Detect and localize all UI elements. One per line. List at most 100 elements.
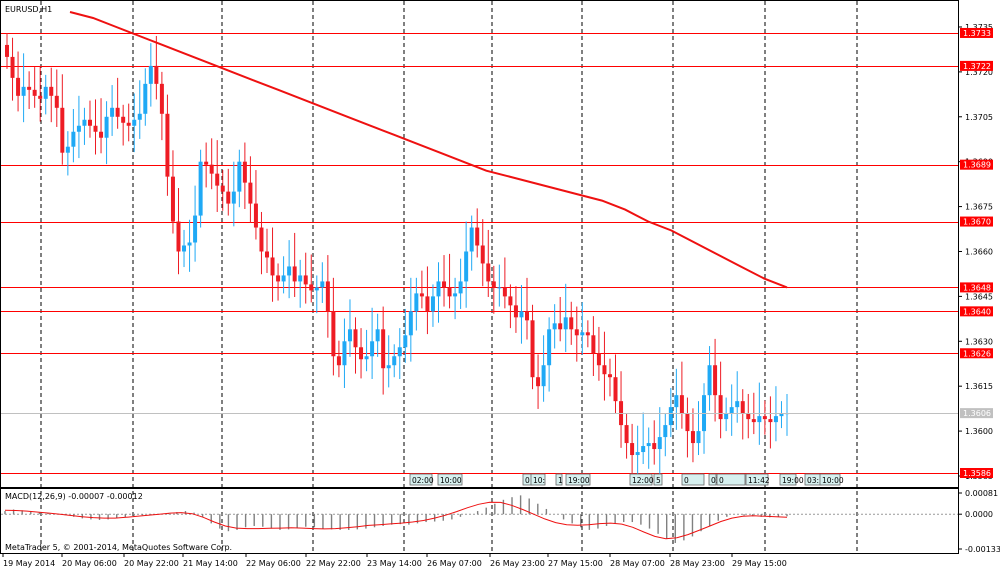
time-axis: 19 May 2014 20 May 06:00 20 May 22:00 21 Ma… [2, 553, 787, 568]
candle-body [635, 452, 640, 456]
candle-body [320, 281, 325, 288]
candle-body [508, 296, 513, 306]
candle-body [596, 353, 601, 366]
candle-body [10, 56, 15, 78]
level-price-tag-label: 1.3689 [963, 161, 991, 170]
symbol-label: EURUSD,H1 [5, 5, 52, 14]
time-marker [745, 473, 769, 486]
time-marker-label: 19:00 [568, 476, 590, 485]
time-axis-label: 28 May 07:00 [610, 559, 665, 568]
candle-body [182, 245, 187, 252]
candle-body [690, 431, 695, 444]
candle-body [762, 416, 767, 420]
macd-indicator [1, 495, 958, 543]
candle-body [281, 275, 286, 282]
time-marker-label: 10: [533, 476, 545, 485]
candle-body [591, 335, 596, 354]
candle-body [21, 86, 26, 96]
candle-body [497, 287, 502, 289]
candle-body [569, 317, 574, 330]
candle-body [408, 311, 413, 336]
candle-body [624, 425, 629, 444]
candle-body [464, 251, 469, 282]
candle-body [469, 227, 474, 252]
candle-body [60, 107, 65, 153]
candle-body [43, 86, 48, 99]
candle-body [613, 377, 618, 402]
price-tick-label: 1.3600 [965, 427, 993, 436]
time-axis-label: 27 May 15:00 [548, 559, 603, 568]
candle-body [270, 257, 275, 276]
level-price-tag-label: 1.3722 [963, 62, 991, 71]
candle-body [193, 215, 198, 243]
candle-body [110, 107, 115, 117]
candle-body [137, 113, 142, 120]
candle-body [486, 263, 491, 282]
time-axis-label: 20 May 22:00 [124, 559, 179, 568]
price-tick-label: 1.3720 [965, 68, 993, 77]
horizontal-levels[interactable] [1, 33, 958, 474]
vertical-grid [40, 1, 858, 553]
time-marker [409, 473, 433, 486]
candle-body [209, 164, 214, 174]
candle-body [99, 131, 104, 138]
copyright-text: MetaTrader 5, © 2001-2014, MetaQuotes So… [5, 543, 232, 552]
price-tick-label: 1.3675 [965, 203, 993, 212]
level-price-tag [960, 306, 993, 317]
candle-body [525, 311, 529, 321]
candle-body [143, 83, 148, 114]
candle-body [453, 293, 458, 297]
candle-body [336, 356, 341, 366]
time-marker-label: 02:00 [412, 476, 434, 485]
candle-body [436, 281, 441, 297]
candle-body [652, 443, 657, 450]
candle-body [585, 332, 590, 336]
candle-body [541, 365, 546, 387]
time-markers: 02:0010:00010:119:0012:005002:00011:4219… [409, 473, 844, 486]
price-tick-label: 1.3660 [965, 247, 993, 256]
candle-body [713, 365, 718, 396]
time-marker-label: 10:00 [822, 476, 844, 485]
candle-body [530, 320, 535, 378]
candle-body [657, 437, 662, 450]
candle-body [176, 221, 181, 252]
level-price-tag-label: 1.3586 [963, 469, 991, 478]
candle-body [397, 347, 402, 357]
candle-body [773, 416, 778, 423]
candle-body [16, 77, 21, 96]
level-price-tag [960, 282, 993, 293]
candle-body [148, 65, 153, 84]
candle-body [49, 86, 54, 96]
candle-body [746, 413, 751, 420]
level-price-tags: 1.3733 1.3722 1.3689 1.3670 1.3648 1.3640 1.36… [1, 27, 993, 478]
candle-body [220, 185, 225, 192]
candle-body [314, 287, 319, 291]
time-marker [629, 473, 653, 486]
candle-body [580, 332, 585, 336]
candle-body [735, 401, 740, 408]
time-marker [565, 473, 591, 486]
candle-body [82, 119, 87, 126]
time-marker-label: 10:00 [440, 476, 462, 485]
candle-body [159, 83, 164, 114]
time-axis-label: 20 May 06:00 [62, 559, 117, 568]
candle-body [331, 311, 336, 357]
time-axis-label: 19 May 2014 [3, 559, 55, 568]
candle-body [386, 365, 391, 369]
time-marker-label: 0 [684, 476, 689, 485]
candle-body [347, 329, 352, 342]
time-marker-label: 11:42 [748, 476, 770, 485]
time-marker [708, 473, 717, 486]
candle-body [502, 287, 507, 297]
level-price-tag-label: 1.3626 [963, 349, 991, 358]
candle-body [231, 191, 236, 204]
candle-body [115, 107, 120, 117]
candle-body [342, 341, 347, 366]
candle-body [381, 329, 386, 369]
candle-body [226, 191, 231, 204]
candle-body [646, 443, 651, 447]
time-axis-label: 28 May 23:00 [670, 559, 725, 568]
candle-body [663, 425, 668, 438]
candle-body [414, 293, 419, 312]
